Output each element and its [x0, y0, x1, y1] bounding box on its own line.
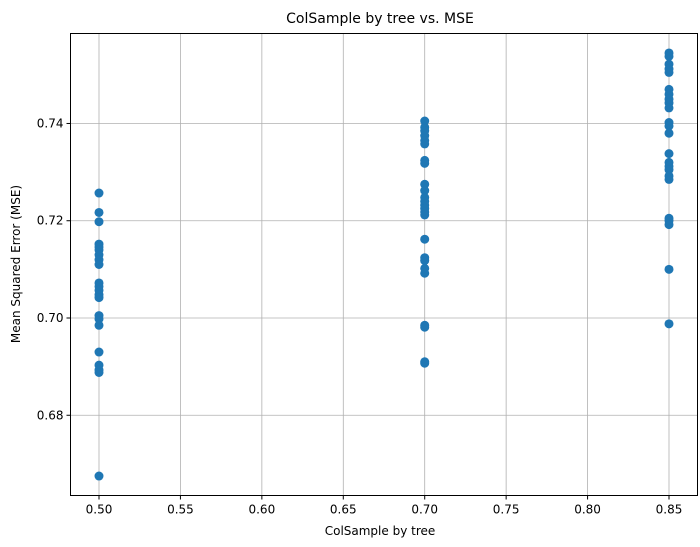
y-tick-label: 0.70: [37, 311, 64, 325]
plot-frame: [70, 33, 698, 496]
data-point: [94, 260, 104, 269]
x-tick-label: 0.80: [574, 503, 601, 517]
data-point: [94, 367, 104, 377]
data-point: [420, 234, 430, 244]
data-point: [94, 314, 104, 324]
data-point: [94, 347, 104, 357]
x-tick-label: 0.50: [86, 503, 113, 517]
data-point: [94, 320, 104, 330]
data-point: [94, 207, 104, 217]
data-point: [664, 103, 674, 113]
x-tick-label: 0.70: [411, 503, 438, 517]
data-points: [94, 48, 674, 481]
data-point: [420, 139, 430, 149]
y-axis-label: Mean Squared Error (MSE): [9, 185, 23, 343]
data-point: [664, 67, 674, 77]
data-point: [664, 51, 674, 61]
chart-title: ColSample by tree vs. MSE: [286, 11, 474, 27]
data-point: [420, 322, 430, 332]
data-point: [664, 319, 674, 329]
data-point: [420, 179, 430, 189]
data-point: [420, 116, 430, 126]
data-point: [94, 293, 104, 303]
x-tick-label: 0.55: [167, 503, 194, 517]
data-point: [94, 188, 104, 198]
y-tick-label: 0.74: [37, 116, 64, 130]
data-point: [664, 220, 674, 230]
x-tick-label: 0.85: [656, 503, 683, 517]
y-tick-label: 0.72: [37, 214, 64, 228]
x-axis-label: ColSample by tree: [325, 524, 436, 538]
x-axis-ticks: 0.50 0.55 0.60 0.65 0.70 0.75 0.80 0.85: [86, 495, 683, 517]
data-point: [94, 471, 104, 481]
data-point: [420, 256, 430, 266]
data-point: [664, 264, 674, 274]
data-point: [94, 217, 104, 227]
data-point: [420, 358, 430, 368]
data-point: [420, 210, 430, 220]
data-point: [664, 165, 674, 175]
data-point: [420, 186, 430, 196]
x-tick-label: 0.65: [330, 503, 357, 517]
y-axis-ticks: 0.68 0.70 0.72 0.74: [37, 116, 71, 422]
data-point: [664, 174, 674, 184]
data-point: [420, 158, 430, 168]
x-tick-label: 0.75: [493, 503, 520, 517]
data-point: [664, 149, 674, 159]
data-point: [664, 121, 674, 131]
data-point: [664, 128, 674, 138]
data-point: [420, 268, 430, 278]
x-tick-label: 0.60: [248, 503, 275, 517]
y-tick-label: 0.68: [37, 408, 64, 422]
